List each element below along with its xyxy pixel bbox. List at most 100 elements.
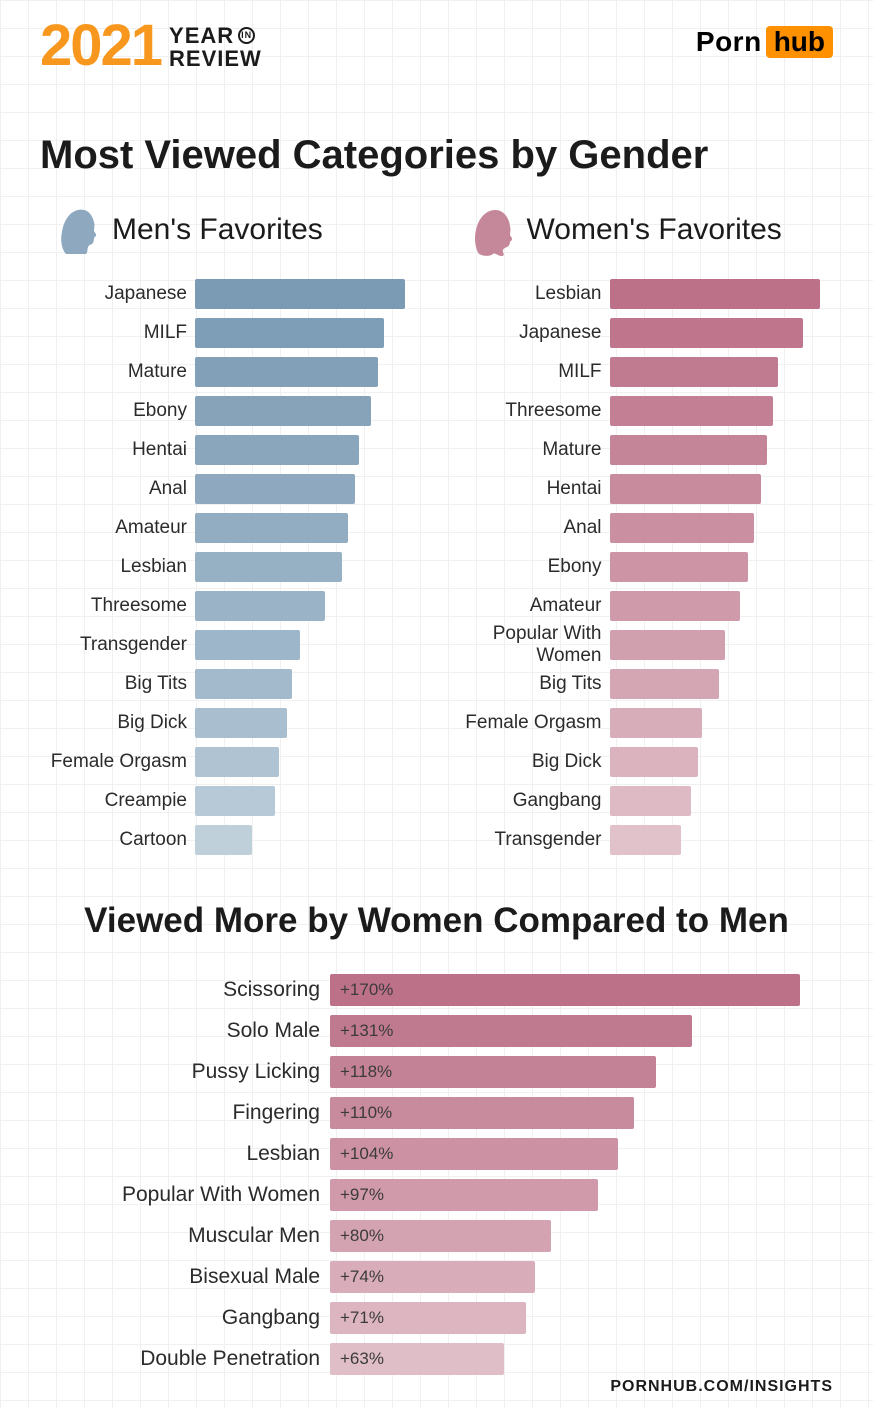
compare-row: Fingering+110%	[50, 1094, 823, 1132]
bar-track	[195, 825, 429, 855]
bar-fill	[195, 435, 359, 465]
bar-fill	[195, 747, 279, 777]
compare-track: +71%	[330, 1302, 823, 1334]
compare-label: Popular With Women	[50, 1183, 330, 1207]
men-bars: Japanese MILF Mature Ebony Hentai Anal Amateur…	[30, 276, 429, 858]
in-badge: IN	[238, 27, 255, 44]
two-column-charts: Men's Favorites Japanese MILF Mature Ebony H…	[0, 202, 873, 861]
compare-track: +80%	[330, 1220, 823, 1252]
bar-track	[195, 786, 429, 816]
compare-row: Double Penetration+63%	[50, 1340, 823, 1378]
bar-label: Mature	[30, 361, 195, 383]
bar-track	[195, 513, 429, 543]
bar-track	[195, 435, 429, 465]
footer-url: PORNHUB.COM/INSIGHTS	[610, 1378, 833, 1396]
compare-row: Pussy Licking+118%	[50, 1053, 823, 1091]
bar-fill	[195, 357, 378, 387]
bar-row: Japanese	[445, 315, 844, 351]
sub-title: Viewed More by Women Compared to Men	[0, 861, 873, 971]
female-silhouette-icon	[469, 202, 517, 258]
compare-row: Bisexual Male+74%	[50, 1258, 823, 1296]
bar-fill	[610, 474, 761, 504]
bar-fill	[610, 396, 774, 426]
bar-row: Hentai	[445, 471, 844, 507]
compare-row: Lesbian+104%	[50, 1135, 823, 1173]
bar-fill	[195, 630, 300, 660]
main-title: Most Viewed Categories by Gender	[0, 95, 873, 202]
bar-fill	[610, 279, 820, 309]
brand-logo: Porn hub	[696, 26, 833, 58]
bar-track	[195, 669, 429, 699]
bar-label: Japanese	[30, 283, 195, 305]
compare-label: Lesbian	[50, 1142, 330, 1166]
compare-label: Fingering	[50, 1101, 330, 1125]
bar-label: Anal	[30, 478, 195, 500]
women-column: Women's Favorites Lesbian Japanese MILF Thr…	[445, 202, 844, 861]
bar-fill	[610, 513, 755, 543]
bar-row: Ebony	[30, 393, 429, 429]
bar-track	[610, 474, 844, 504]
year-review-logo: 2021 YEAR IN REVIEW	[40, 20, 262, 72]
bar-label: MILF	[445, 361, 610, 383]
bar-fill	[610, 669, 719, 699]
bar-track	[610, 825, 844, 855]
bar-fill	[610, 435, 768, 465]
comparison-chart: Scissoring+170%Solo Male+131%Pussy Licki…	[0, 971, 873, 1378]
bar-row: Big Dick	[30, 705, 429, 741]
bar-label: Big Dick	[445, 751, 610, 773]
bar-label: Creampie	[30, 790, 195, 812]
bar-row: Amateur	[30, 510, 429, 546]
bar-row: Threesome	[445, 393, 844, 429]
bar-track	[195, 552, 429, 582]
bar-track	[610, 708, 844, 738]
bar-label: Hentai	[30, 439, 195, 461]
compare-fill: +118%	[330, 1056, 656, 1088]
bar-track	[610, 630, 844, 660]
bar-track	[195, 708, 429, 738]
compare-fill: +97%	[330, 1179, 598, 1211]
compare-fill: +104%	[330, 1138, 618, 1170]
compare-track: +118%	[330, 1056, 823, 1088]
year-number: 2021	[40, 20, 161, 72]
compare-row: Scissoring+170%	[50, 971, 823, 1009]
bar-label: Cartoon	[30, 829, 195, 851]
compare-row: Muscular Men+80%	[50, 1217, 823, 1255]
bar-track	[195, 474, 429, 504]
bar-row: MILF	[30, 315, 429, 351]
bar-track	[610, 786, 844, 816]
bar-row: MILF	[445, 354, 844, 390]
bar-fill	[610, 630, 726, 660]
bar-row: Threesome	[30, 588, 429, 624]
bar-label: Ebony	[445, 556, 610, 578]
compare-label: Muscular Men	[50, 1224, 330, 1248]
compare-label: Solo Male	[50, 1019, 330, 1043]
bar-row: Anal	[445, 510, 844, 546]
women-header: Women's Favorites	[445, 202, 844, 258]
bar-label: Transgender	[30, 634, 195, 656]
bar-fill	[195, 708, 287, 738]
bar-fill	[610, 825, 681, 855]
bar-label: Female Orgasm	[30, 751, 195, 773]
bar-row: Lesbian	[445, 276, 844, 312]
compare-fill: +74%	[330, 1261, 535, 1293]
bar-row: Mature	[445, 432, 844, 468]
bar-row: Big Tits	[30, 666, 429, 702]
men-header: Men's Favorites	[30, 202, 429, 258]
bar-label: Japanese	[445, 322, 610, 344]
bar-row: Transgender	[445, 822, 844, 858]
bar-fill	[195, 669, 292, 699]
bar-label: Popular With Women	[445, 623, 610, 667]
bar-row: Cartoon	[30, 822, 429, 858]
compare-label: Scissoring	[50, 978, 330, 1002]
compare-track: +63%	[330, 1343, 823, 1375]
brand-part1: Porn	[696, 26, 762, 58]
bar-fill	[195, 318, 384, 348]
bar-label: Amateur	[30, 517, 195, 539]
bar-row: Big Tits	[445, 666, 844, 702]
bar-track	[610, 513, 844, 543]
bar-track	[195, 357, 429, 387]
bar-label: Threesome	[30, 595, 195, 617]
compare-track: +97%	[330, 1179, 823, 1211]
bar-track	[195, 279, 429, 309]
bar-fill	[610, 708, 702, 738]
